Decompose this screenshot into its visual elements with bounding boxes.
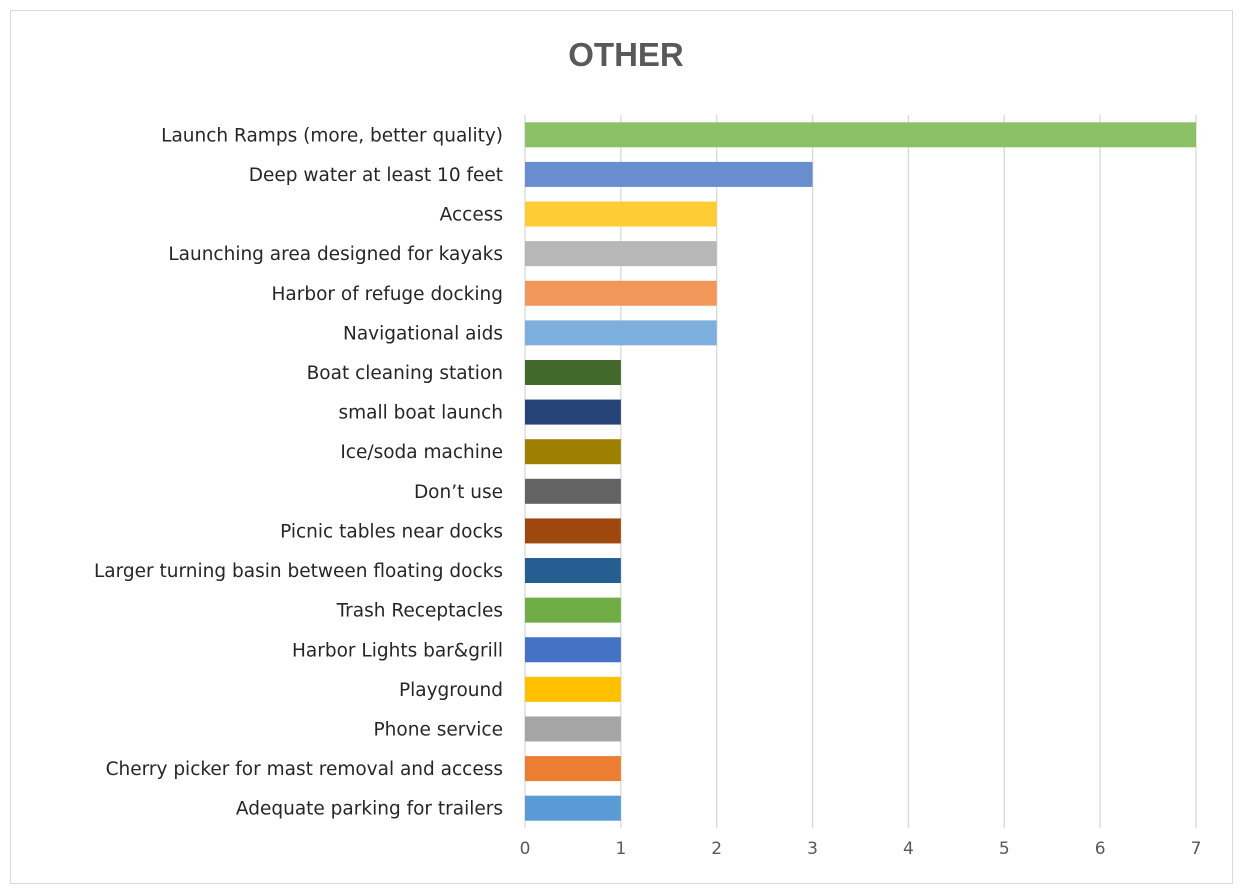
category-label: Adequate parking for trailers — [236, 799, 503, 820]
category-label: Launching area designed for kayaks — [168, 244, 503, 265]
bar — [525, 756, 621, 782]
category-label: Deep water at least 10 feet — [249, 165, 503, 186]
category-label: Ice/soda machine — [340, 442, 503, 463]
bar — [525, 716, 621, 742]
category-label: Navigational aids — [343, 323, 503, 344]
category-label: Picnic tables near docks — [280, 521, 503, 542]
bar — [525, 558, 621, 584]
bar — [525, 359, 621, 385]
bar — [525, 161, 813, 187]
bar — [525, 241, 717, 267]
bar — [525, 320, 717, 346]
bars — [525, 122, 1196, 821]
category-label: Launch Ramps (more, better quality) — [161, 125, 503, 146]
category-label: Boat cleaning station — [307, 363, 503, 384]
x-axis-tick-labels: 0 1 2 3 4 5 6 7 — [520, 839, 1202, 859]
chart-title: OTHER — [568, 36, 684, 73]
category-label: Larger turning basin between floating do… — [94, 561, 503, 582]
bar — [525, 518, 621, 544]
category-label: Phone service — [374, 719, 503, 740]
x-tick-label: 2 — [711, 839, 722, 859]
category-labels: Launch Ramps (more, better quality) Deep … — [94, 125, 503, 819]
bar — [525, 399, 621, 425]
x-tick-label: 4 — [903, 839, 914, 859]
category-label: small boat launch — [338, 403, 503, 424]
x-tick-label: 5 — [999, 839, 1010, 859]
bar — [525, 280, 717, 306]
bar — [525, 122, 1196, 148]
x-tick-label: 0 — [520, 839, 531, 859]
x-tick-label: 3 — [807, 839, 818, 859]
category-label: Trash Receptacles — [336, 601, 503, 622]
category-label: Harbor Lights bar&grill — [292, 640, 503, 661]
category-label: Harbor of refuge docking — [272, 284, 504, 305]
bar — [525, 597, 621, 623]
category-label: Cherry picker for mast removal and acces… — [106, 759, 503, 780]
x-tick-label: 7 — [1191, 839, 1202, 859]
bar — [525, 439, 621, 465]
category-label: Playground — [399, 680, 503, 701]
category-label: Don’t use — [414, 482, 503, 503]
x-tick-label: 1 — [615, 839, 626, 859]
gridlines — [524, 115, 1197, 828]
x-tick-label: 6 — [1095, 839, 1106, 859]
bar — [525, 637, 621, 663]
bar — [525, 478, 621, 504]
bar — [525, 795, 621, 821]
bar — [525, 201, 717, 227]
category-label: Access — [440, 205, 503, 226]
bar — [525, 676, 621, 702]
